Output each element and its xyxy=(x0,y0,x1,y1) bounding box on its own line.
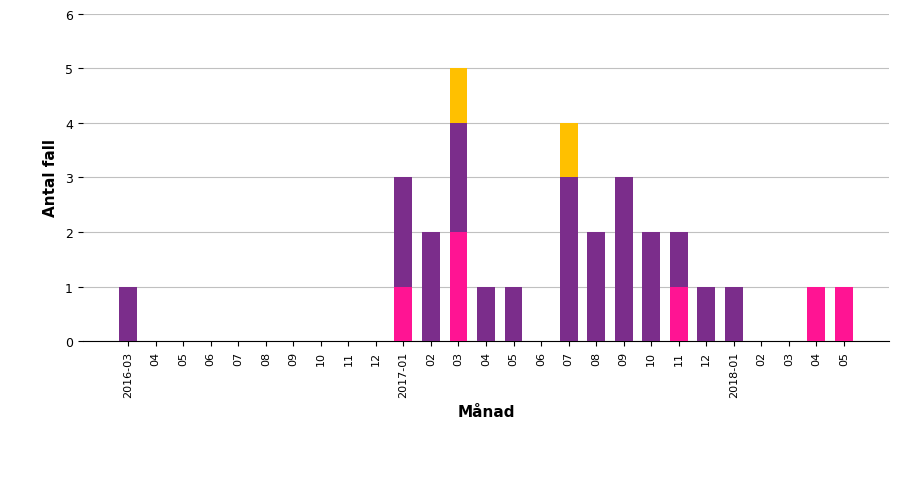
Bar xyxy=(394,178,413,287)
Bar xyxy=(477,287,495,342)
Bar xyxy=(449,123,468,233)
X-axis label: Månad: Månad xyxy=(458,405,514,419)
Bar xyxy=(119,287,138,342)
Bar xyxy=(614,178,633,342)
Bar xyxy=(449,233,468,342)
Bar xyxy=(449,69,468,123)
Bar xyxy=(834,287,853,342)
Bar xyxy=(587,233,605,342)
Bar xyxy=(697,287,715,342)
Bar xyxy=(669,287,688,342)
Bar xyxy=(559,178,578,342)
Bar xyxy=(807,287,825,342)
Bar xyxy=(669,233,688,287)
Y-axis label: Antal fall: Antal fall xyxy=(43,139,58,217)
Bar xyxy=(559,123,578,178)
Bar xyxy=(724,287,743,342)
Bar xyxy=(422,233,440,342)
Bar xyxy=(394,287,413,342)
Bar xyxy=(642,233,660,342)
Bar xyxy=(504,287,523,342)
